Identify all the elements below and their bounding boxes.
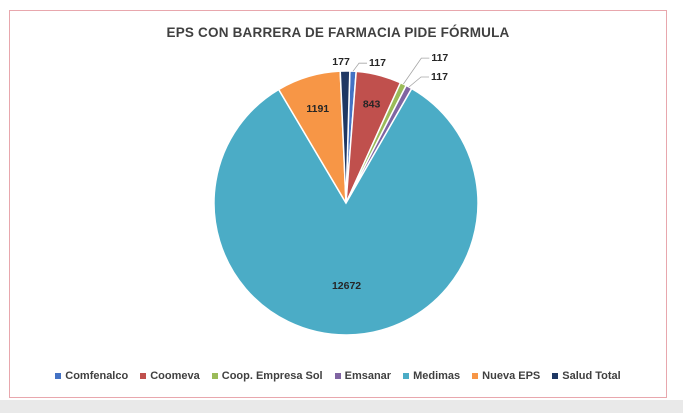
pie-slice-salud-total [339, 70, 351, 204]
legend-item-medimas: Medimas [403, 370, 460, 382]
data-label-nueva-eps: 1191 [306, 103, 329, 115]
legend-label: Medimas [413, 370, 461, 382]
leader-line-comfenalco [352, 62, 368, 72]
pie-chart: 117 843 117 117 12672 1191 177 [213, 52, 479, 336]
data-label-comfenalco: 117 [369, 57, 386, 69]
legend-label: Coop. Empresa Sol [221, 370, 323, 382]
legend-swatch [140, 373, 147, 379]
legend-label: Nueva EPS [482, 370, 541, 382]
data-label-coop-empresa-sol: 117 [431, 52, 448, 64]
legend-swatch [403, 373, 410, 379]
legend-label: Comfenalco [65, 370, 129, 382]
data-label-coomeva: 843 [363, 98, 381, 110]
chart-frame: EPS CON BARRERA DE FARMACIA PIDE FÓRMULA… [9, 10, 667, 398]
chart-legend: Comfenalco Coomeva Coop. Empresa Sol Emsana… [10, 370, 666, 382]
legend-item-nueva-eps: Nueva EPS [472, 370, 540, 382]
leader-line-emsanar [408, 76, 429, 88]
legend-swatch [472, 373, 479, 379]
pie-slice-medimas [213, 87, 479, 336]
legend-label: Salud Total [562, 370, 621, 382]
legend-item-coop-empresa-sol: Coop. Empresa Sol [211, 370, 323, 382]
legend-item-salud-total: Salud Total [552, 370, 621, 382]
legend-swatch [211, 373, 218, 379]
legend-item-emsanar: Emsanar [334, 370, 392, 382]
data-label-emsanar: 117 [431, 71, 448, 83]
legend-label: Coomeva [150, 370, 200, 382]
legend-item-coomeva: Coomeva [140, 370, 200, 382]
data-label-salud-total: 177 [332, 56, 350, 68]
chart-title: EPS CON BARRERA DE FARMACIA PIDE FÓRMULA [166, 25, 510, 40]
legend-swatch [55, 373, 62, 379]
legend-label: Emsanar [344, 370, 392, 382]
data-label-medimas: 12672 [332, 280, 361, 292]
bottom-strip [0, 400, 683, 413]
legend-item-comfenalco: Comfenalco [55, 370, 128, 382]
legend-swatch [334, 373, 341, 379]
legend-swatch [552, 373, 559, 379]
leader-line-coop-empresa-sol [403, 57, 430, 85]
